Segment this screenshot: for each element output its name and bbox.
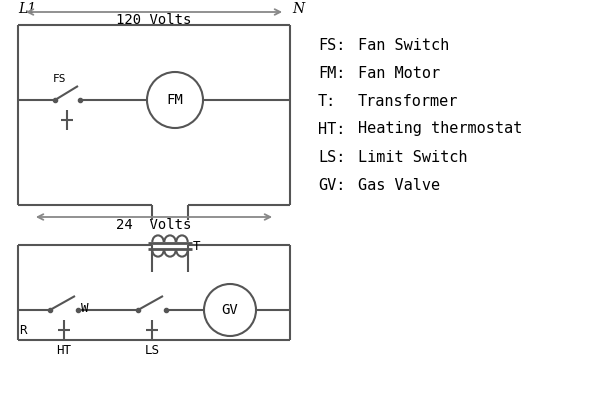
Text: L1: L1 bbox=[18, 2, 36, 16]
Text: Gas Valve: Gas Valve bbox=[358, 178, 440, 192]
Text: GV:: GV: bbox=[318, 178, 345, 192]
Text: 24  Volts: 24 Volts bbox=[116, 218, 192, 232]
Text: R: R bbox=[19, 324, 27, 337]
Text: T: T bbox=[193, 240, 201, 252]
Text: FS:: FS: bbox=[318, 38, 345, 52]
Text: FM:: FM: bbox=[318, 66, 345, 80]
Text: Heating thermostat: Heating thermostat bbox=[358, 122, 522, 136]
Text: 120 Volts: 120 Volts bbox=[116, 13, 192, 27]
Text: Fan Switch: Fan Switch bbox=[358, 38, 449, 52]
Text: N: N bbox=[292, 2, 304, 16]
Text: FM: FM bbox=[166, 93, 183, 107]
Text: LS:: LS: bbox=[318, 150, 345, 164]
Text: W: W bbox=[81, 302, 88, 314]
Text: Fan Motor: Fan Motor bbox=[358, 66, 440, 80]
Text: HT:: HT: bbox=[318, 122, 345, 136]
Text: FS: FS bbox=[53, 74, 67, 84]
Text: Limit Switch: Limit Switch bbox=[358, 150, 467, 164]
Circle shape bbox=[204, 284, 256, 336]
Text: GV: GV bbox=[222, 303, 238, 317]
Text: LS: LS bbox=[145, 344, 159, 357]
Text: T:: T: bbox=[318, 94, 336, 108]
Text: Transformer: Transformer bbox=[358, 94, 458, 108]
Circle shape bbox=[147, 72, 203, 128]
Text: HT: HT bbox=[57, 344, 71, 357]
